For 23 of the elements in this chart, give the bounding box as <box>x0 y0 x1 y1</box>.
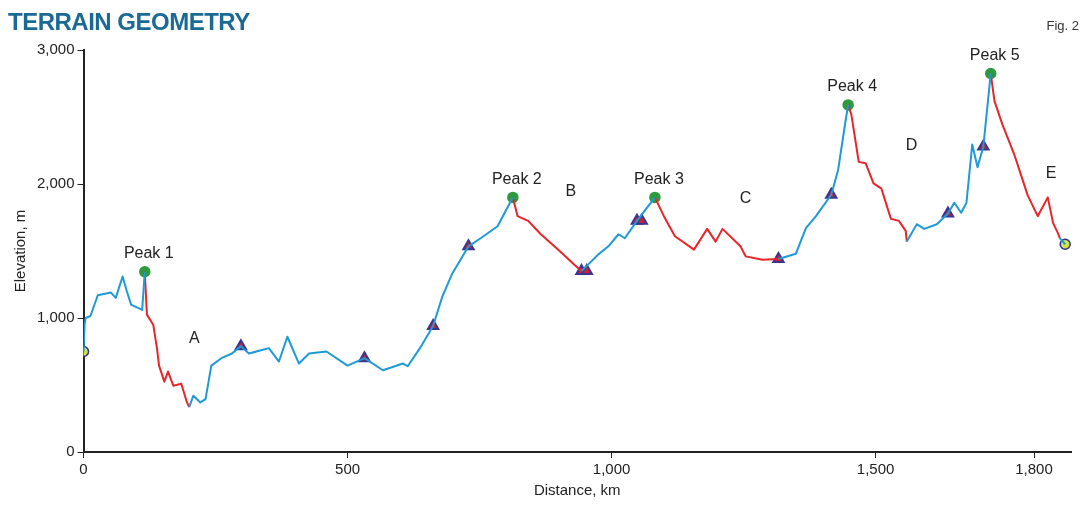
x-tick-label: 500 <box>335 460 361 478</box>
annotation: Peak 5 <box>969 45 1020 63</box>
x-axis-title: Distance, km <box>533 481 621 499</box>
x-tick-label: 0 <box>79 460 88 478</box>
x-tick-label: 1,800 <box>1015 460 1053 478</box>
annotation: B <box>565 181 577 199</box>
annotation: Peak 3 <box>633 169 684 187</box>
y-tick-label: 3,000 <box>36 40 75 58</box>
annotation: A <box>188 329 200 347</box>
annotation: E <box>1045 163 1057 181</box>
chart-title: TERRAIN GEOMETRY <box>8 8 250 36</box>
caption: Fig. 2 <box>1046 18 1079 33</box>
x-tick-label: 1,000 <box>592 460 631 478</box>
annotation: D <box>905 136 918 154</box>
annotation: Peak 4 <box>827 77 878 95</box>
y-tick-label: 0 <box>66 442 75 460</box>
y-axis-title: Elevation, m <box>11 209 29 293</box>
y-tick-label: 2,000 <box>36 174 75 192</box>
x-tick-label: 1,500 <box>856 460 895 478</box>
annotation: Peak 1 <box>123 244 174 262</box>
y-tick-label: 1,000 <box>36 308 75 326</box>
annotation: C <box>739 189 752 207</box>
annotation: Peak 2 <box>491 169 542 187</box>
